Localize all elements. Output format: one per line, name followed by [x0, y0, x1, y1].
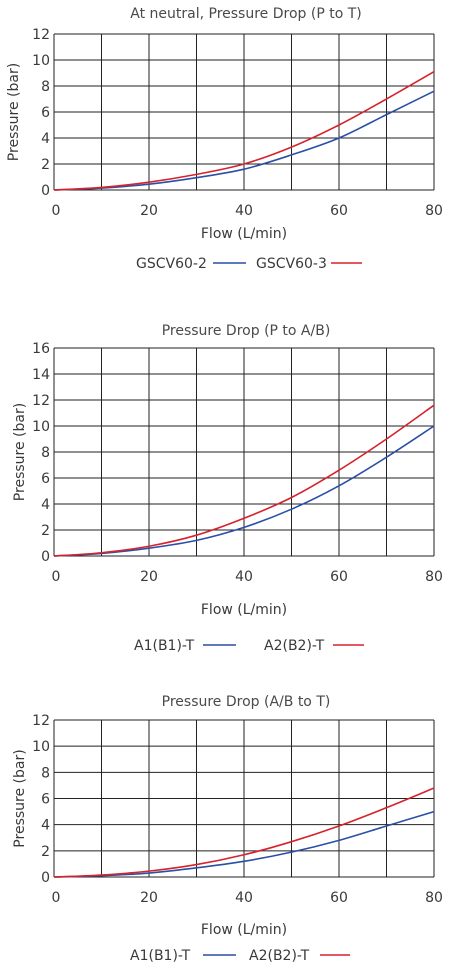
chart-title: At neutral, Pressure Drop (P to T)	[130, 6, 361, 22]
y-tick-label: 8	[41, 79, 50, 95]
y-axis-label: Pressure (bar)	[6, 63, 22, 161]
y-tick-label: 12	[32, 393, 50, 409]
x-tick-label: 0	[52, 203, 61, 219]
x-tick-label: 20	[140, 569, 158, 585]
chart-1: At neutral, Pressure Drop (P to T) 0 2 4 6 8 1…	[6, 6, 443, 272]
y-tick-label: 10	[32, 419, 50, 435]
series-line-1	[53, 425, 435, 557]
chart-2: Pressure Drop (P to A/B) 0 2 4 6 8 10 12 14 16 0 20…	[12, 323, 443, 654]
y-tick-label: 16	[32, 341, 50, 357]
y-tick-label: 2	[41, 523, 50, 539]
x-axis-label: Flow (L/min)	[201, 922, 287, 938]
legend-label: A2(B2)-T	[264, 638, 325, 654]
series-line-2	[53, 404, 435, 557]
y-tick-label: 0	[41, 870, 50, 886]
x-tick-label: 60	[330, 569, 348, 585]
legend-label: A2(B2)-T	[249, 948, 310, 964]
x-tick-label: 40	[235, 203, 253, 219]
x-axis-label: Flow (L/min)	[201, 602, 287, 618]
x-tick-label: 40	[235, 569, 253, 585]
y-tick-label: 4	[41, 131, 50, 147]
y-tick-label: 0	[41, 183, 50, 199]
x-tick-label: 80	[425, 890, 443, 906]
x-tick-label: 40	[235, 890, 253, 906]
y-tick-label: 4	[41, 818, 50, 834]
y-tick-label: 14	[32, 367, 50, 383]
y-tick-label: 10	[32, 53, 50, 69]
y-tick-label: 12	[32, 27, 50, 43]
y-axis-label: Pressure (bar)	[12, 749, 28, 847]
y-tick-label: 6	[41, 471, 50, 487]
y-tick-label: 10	[32, 739, 50, 755]
series-line-1	[53, 810, 435, 878]
y-tick-label: 6	[41, 792, 50, 808]
chart-title: Pressure Drop (P to A/B)	[162, 323, 331, 339]
y-tick-label: 4	[41, 497, 50, 513]
legend-label: A1(B1)-T	[134, 638, 195, 654]
chart-3: Pressure Drop (A/B to T) 0 2 4 6 8 10 12 0 20 40 60…	[12, 694, 443, 964]
y-tick-label: 6	[41, 105, 50, 121]
y-tick-label: 0	[41, 549, 50, 565]
x-tick-label: 20	[140, 890, 158, 906]
x-tick-label: 20	[140, 203, 158, 219]
legend-label: GSCV60-3	[256, 256, 327, 272]
chart-title: Pressure Drop (A/B to T)	[162, 694, 331, 710]
legend-label: A1(B1)-T	[130, 948, 191, 964]
series-line-1	[53, 90, 435, 191]
y-tick-label: 2	[41, 157, 50, 173]
x-tick-label: 80	[425, 569, 443, 585]
x-tick-label: 60	[330, 203, 348, 219]
y-tick-label: 12	[32, 713, 50, 729]
y-tick-label: 2	[41, 844, 50, 860]
x-tick-label: 60	[330, 890, 348, 906]
legend-label: GSCV60-2	[136, 256, 207, 272]
x-tick-label: 80	[425, 203, 443, 219]
x-axis-label: Flow (L/min)	[201, 226, 287, 242]
series-line-2	[53, 71, 435, 191]
x-tick-label: 0	[52, 569, 61, 585]
series-line-2	[53, 787, 435, 878]
y-axis-label: Pressure (bar)	[12, 403, 28, 501]
y-tick-label: 8	[41, 445, 50, 461]
y-tick-label: 8	[41, 765, 50, 781]
x-tick-label: 0	[52, 890, 61, 906]
